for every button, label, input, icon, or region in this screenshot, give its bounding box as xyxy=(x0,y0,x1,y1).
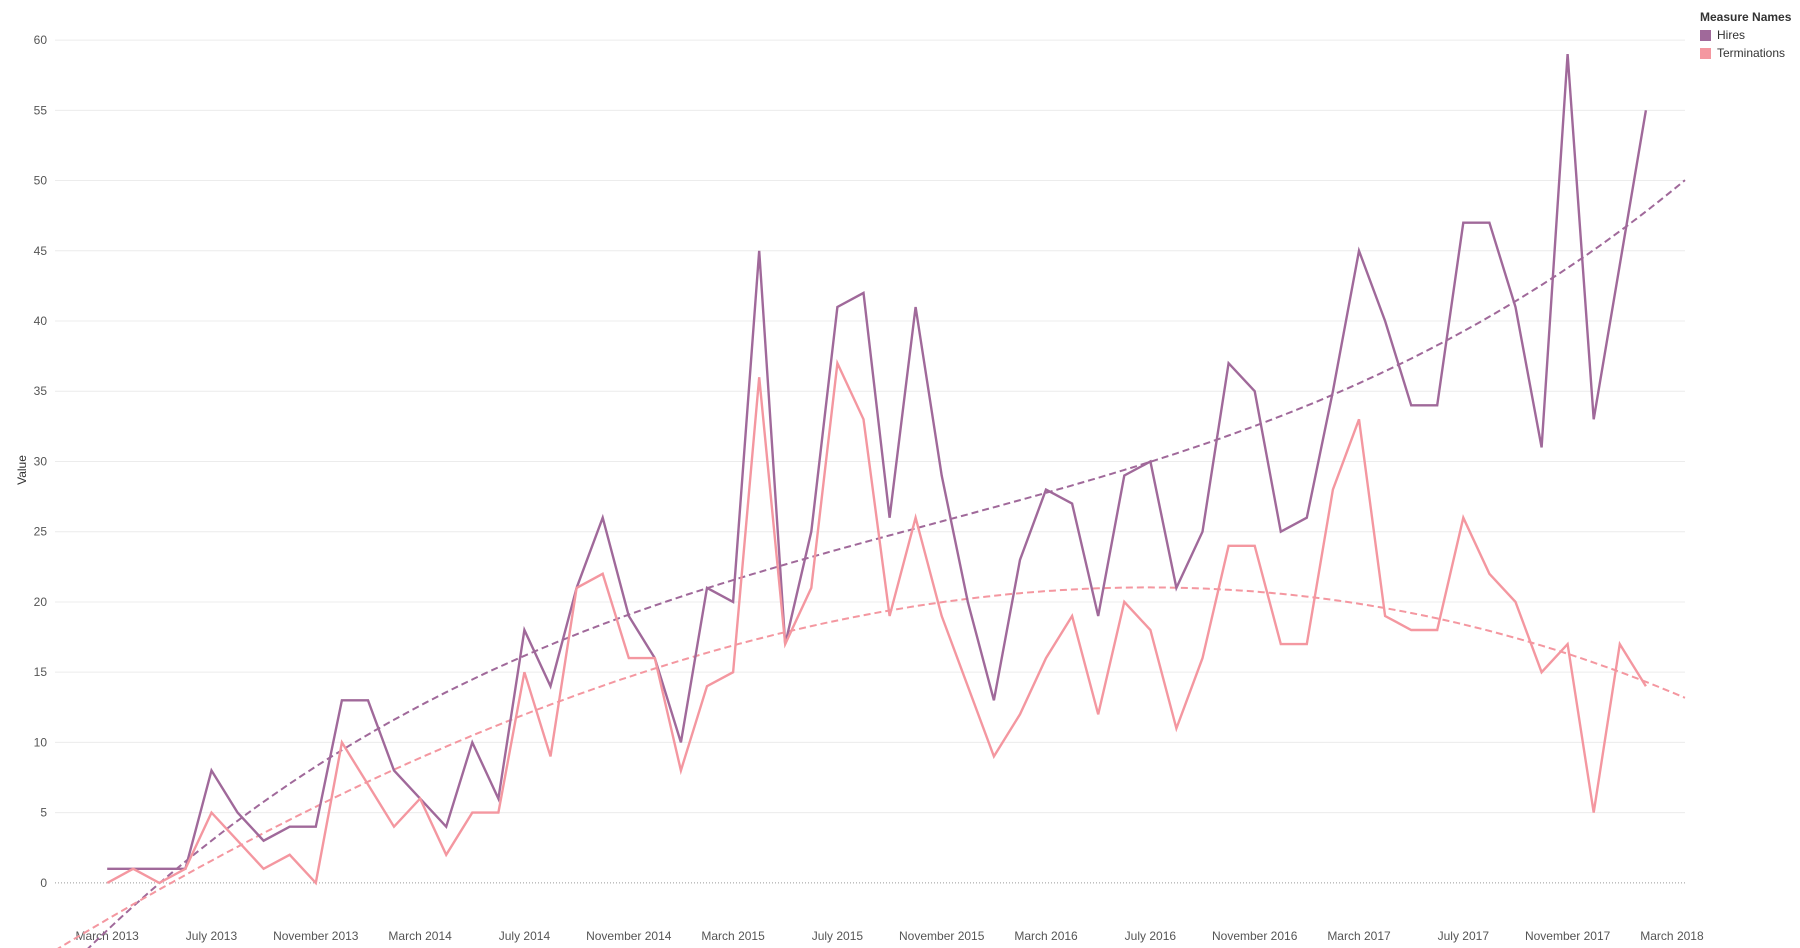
x-tick-label: March 2013 xyxy=(75,929,139,943)
x-tick-label: November 2015 xyxy=(899,929,985,943)
x-tick-label: July 2015 xyxy=(812,929,864,943)
legend-item-terminations[interactable]: Terminations xyxy=(1700,46,1791,60)
y-axis-title: Value xyxy=(15,455,29,485)
y-tick-label: 55 xyxy=(34,103,48,117)
x-tick-label: July 2013 xyxy=(186,929,238,943)
trend-line-terminations xyxy=(57,586,1686,948)
trend-line-hires xyxy=(87,179,1686,948)
trend-lines xyxy=(57,179,1686,948)
x-tick-label: November 2017 xyxy=(1525,929,1611,943)
x-tick-label: March 2014 xyxy=(388,929,452,943)
y-tick-label: 10 xyxy=(34,735,48,749)
x-tick-label: March 2018 xyxy=(1640,929,1704,943)
y-tick-label: 5 xyxy=(40,806,47,820)
y-tick-label: 35 xyxy=(34,384,48,398)
y-tick-label: 40 xyxy=(34,314,48,328)
legend-title: Measure Names xyxy=(1700,10,1792,24)
legend-label-hires: Hires xyxy=(1717,28,1746,42)
y-tick-label: 45 xyxy=(34,244,48,258)
legend-swatch-terminations xyxy=(1700,47,1711,59)
x-tick-label: July 2017 xyxy=(1438,929,1490,943)
x-tick-label: November 2016 xyxy=(1212,929,1298,943)
y-tick-label: 0 xyxy=(40,876,47,890)
legend-label-terminations: Terminations xyxy=(1717,46,1786,60)
legend: Measure Names Hires Terminations xyxy=(1700,10,1791,60)
y-tick-label: 15 xyxy=(34,665,48,679)
x-tick-label: July 2014 xyxy=(499,929,551,943)
x-tick-label: March 2015 xyxy=(701,929,765,943)
x-tick-label: November 2013 xyxy=(273,929,359,943)
x-tick-label: March 2017 xyxy=(1327,929,1391,943)
x-tick-label: March 2016 xyxy=(1014,929,1078,943)
series-line-terminations[interactable] xyxy=(106,358,1647,886)
y-tick-label: 25 xyxy=(34,525,48,539)
y-tick-label: 20 xyxy=(34,595,48,609)
x-tick-label: November 2014 xyxy=(586,929,672,943)
y-tick-label: 50 xyxy=(34,174,48,188)
legend-swatch-hires xyxy=(1700,29,1711,41)
x-axis: March 2013 July 2013 November 2013 March 20… xyxy=(75,929,1703,943)
legend-item-hires[interactable]: Hires xyxy=(1700,28,1791,42)
x-tick-label: July 2016 xyxy=(1125,929,1177,943)
y-tick-label: 60 xyxy=(34,33,48,47)
y-axis: 0 5 10 15 20 25 30 35 40 45 50 55 60 xyxy=(34,33,48,890)
series-lines xyxy=(106,54,1648,886)
y-tick-label: 30 xyxy=(34,454,48,468)
series-line-hires[interactable] xyxy=(107,54,1648,870)
